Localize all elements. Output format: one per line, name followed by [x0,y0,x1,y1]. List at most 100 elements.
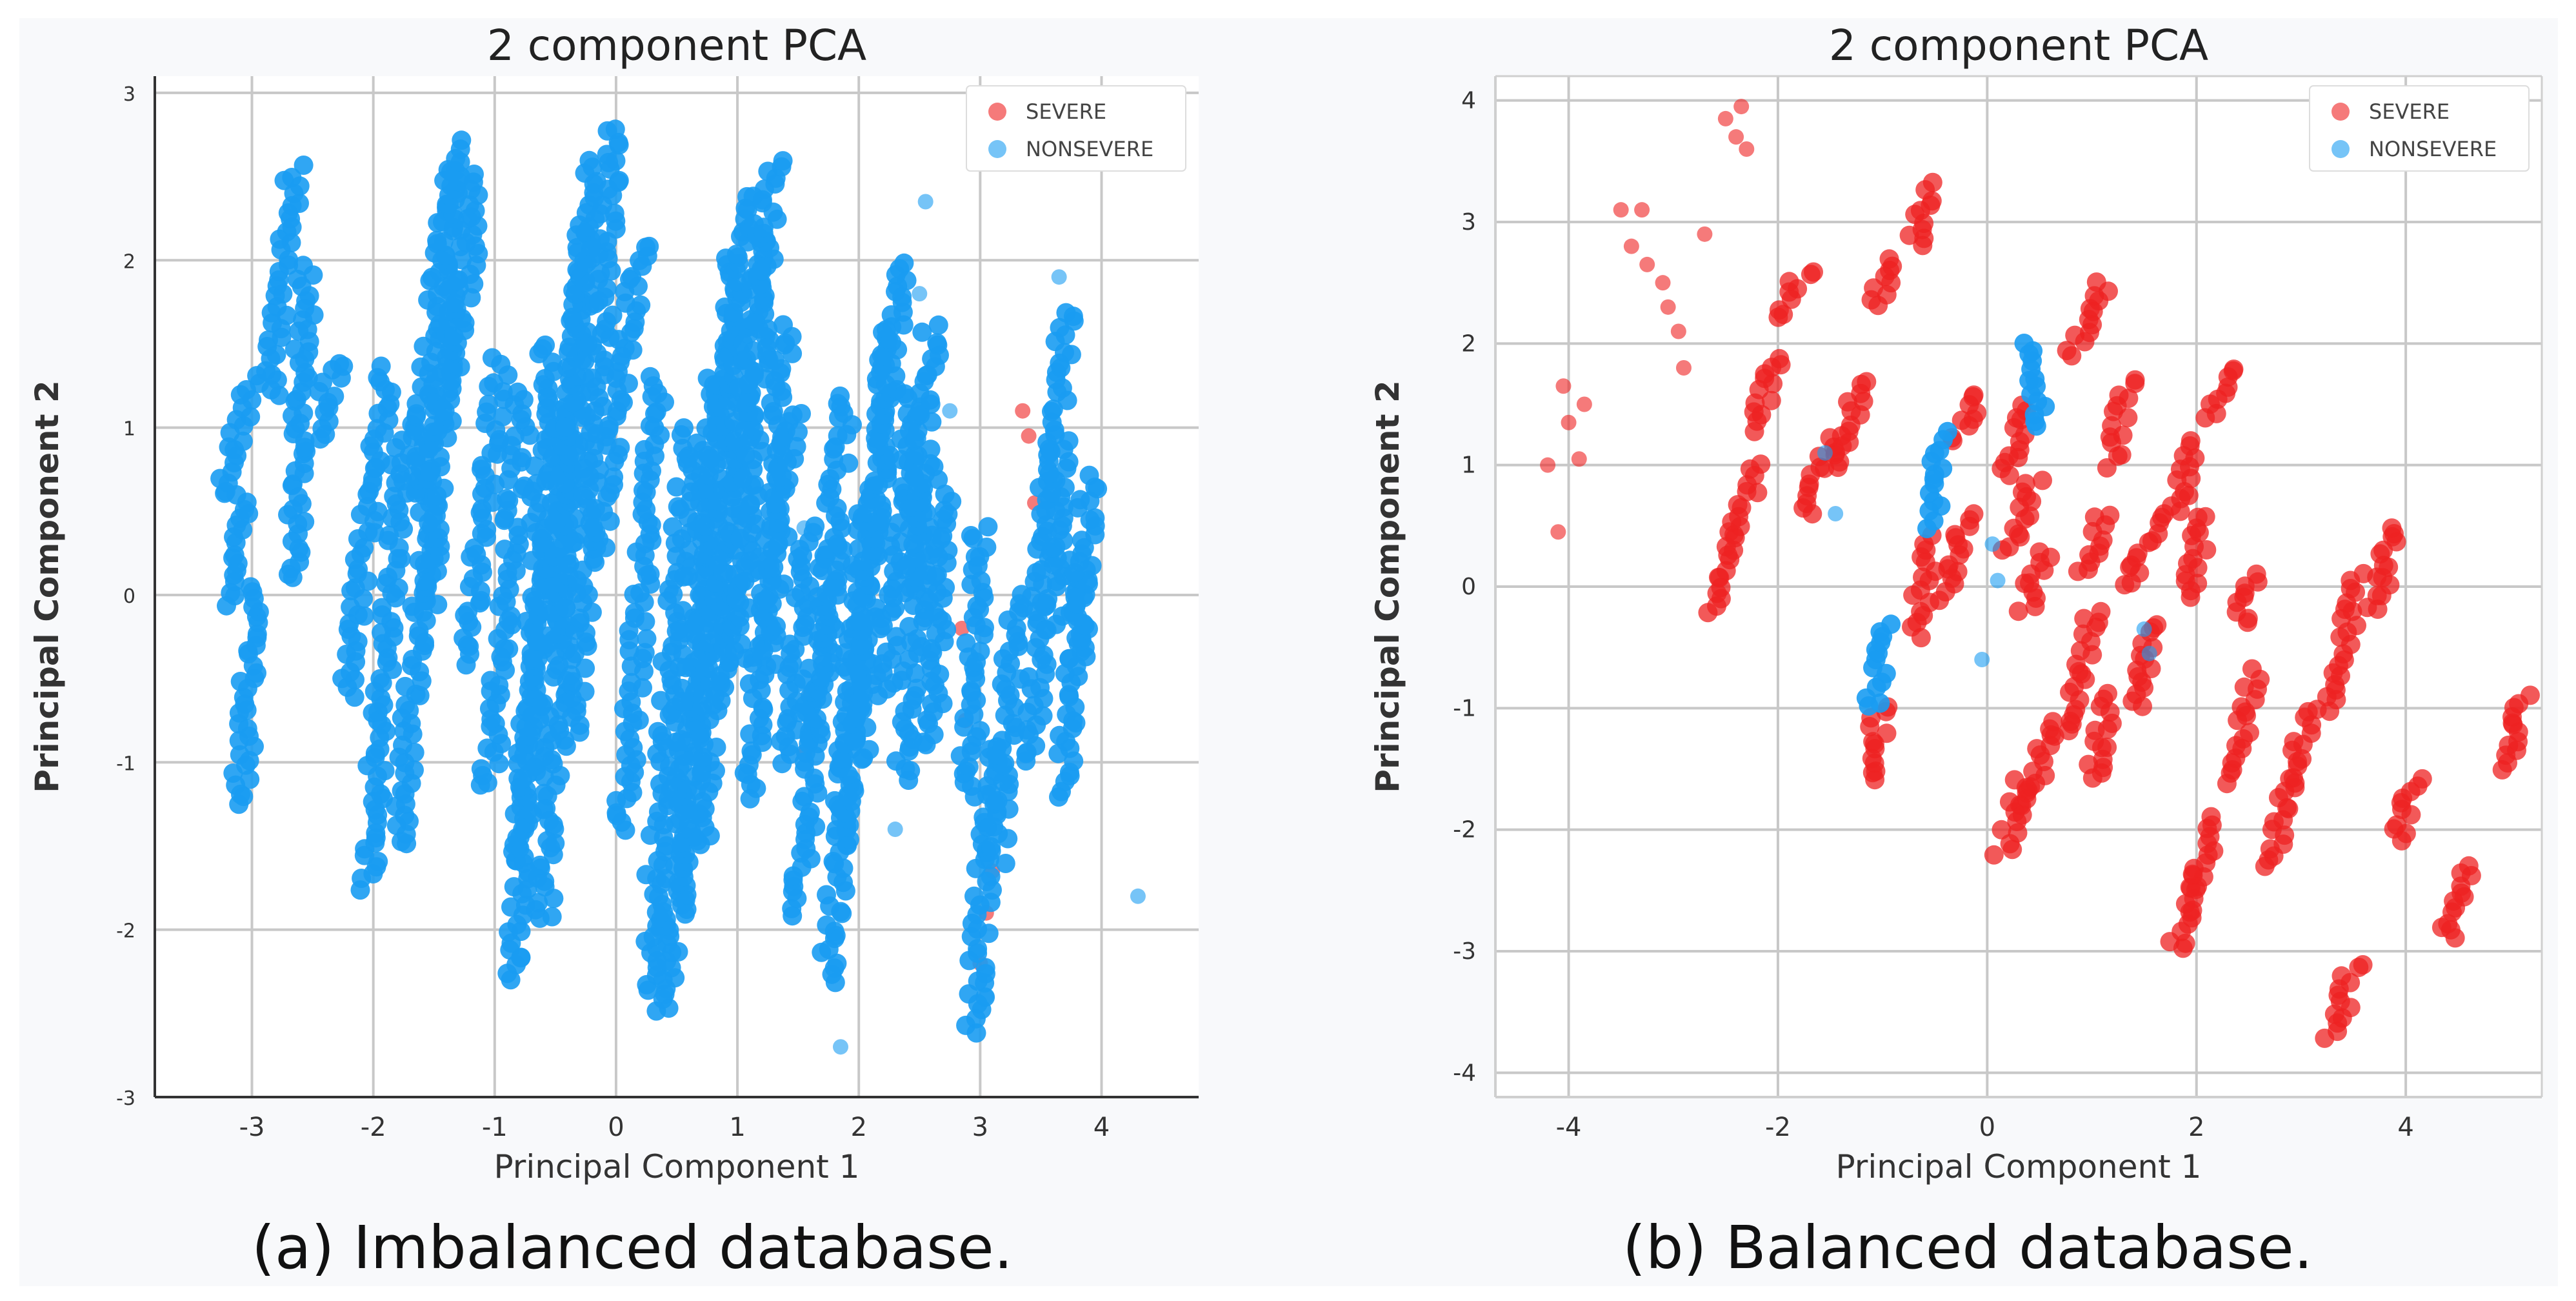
nonsevere-point [555,730,575,750]
nonsevere-point [1051,269,1067,285]
severe-point [2091,601,2111,621]
nonsevere-point [424,416,444,436]
x-axis-label: Principal Component 1 [1836,1148,2202,1185]
nonsevere-point [663,517,683,537]
nonsevere-cluster [583,236,659,558]
y-tick-label: -2 [1453,817,1476,843]
nonsevere-point [1050,318,1070,338]
severe-point [1857,372,1877,392]
severe-cluster [2122,615,2167,716]
nonsevere-point [757,590,777,610]
severe-cluster [2010,712,2064,815]
nonsevere-cluster [256,156,314,405]
severe-point [2284,732,2304,752]
severe-point [2043,712,2063,732]
nonsevere-point [621,672,641,692]
nonsevere-point [895,384,915,404]
severe-point [2285,773,2305,793]
data-layer [1540,99,2540,1048]
y-tick-label: 2 [123,250,135,273]
severe-cluster [1719,454,1771,548]
severe-point [1992,820,2012,840]
severe-point [2201,807,2221,827]
legend-marker-severe [988,103,1006,121]
severe-point [2015,474,2035,494]
nonsevere-cluster [2014,334,2055,436]
y-axis-label: Principal Component 2 [1369,380,1406,792]
nonsevere-point [241,577,261,597]
nonsevere-point [471,759,491,779]
severe-point [2057,341,2077,361]
y-tick-label: -2 [116,920,135,943]
nonsevere-point [774,315,793,335]
nonsevere-point [1828,506,1844,521]
severe-point [1639,256,1655,272]
severe-cluster [2431,856,2481,948]
nonsevere-point [371,356,391,376]
nonsevere-cluster [719,151,793,672]
nonsevere-point [590,229,610,249]
x-tick-label: 2 [850,1113,866,1142]
y-tick-label: -1 [1453,695,1476,721]
severe-point [1984,845,2004,865]
severe-point [2098,683,2117,703]
nonsevere-point [1984,536,2001,552]
severe-point [1561,414,1577,430]
nonsevere-point [839,453,859,473]
severe-cluster [2057,272,2118,366]
nonsevere-point [1990,572,2006,589]
severe-cluster [2181,807,2224,898]
caption-a: (a) Imbalanced database. [252,1213,1013,1282]
severe-point [1670,323,1686,339]
severe-point [2065,325,2085,345]
nonsevere-point [917,194,934,210]
x-tick-label: -3 [239,1113,265,1142]
severe-point [2084,507,2104,527]
severe-point [1770,348,1790,368]
nonsevere-point [995,854,1015,873]
nonsevere-point [744,362,764,382]
severe-point [1804,262,1823,282]
nonsevere-point [530,855,550,875]
nonsevere-point [773,151,793,171]
nonsevere-point [1130,888,1146,904]
severe-point [1879,249,1899,269]
nonsevere-point [1019,667,1039,687]
nonsevere-point [817,885,836,905]
nonsevere-point [444,293,464,313]
nonsevere-point [978,517,998,537]
nonsevere-cluster [555,119,629,756]
nonsevere-point [631,295,651,315]
nonsevere-cluster [295,354,354,458]
x-tick-label: 4 [1093,1113,1110,1142]
x-tick-label: 2 [2188,1113,2204,1142]
nonsevere-point [524,596,544,616]
severe-cluster [2317,563,2373,721]
nonsevere-cluster [1035,303,1084,640]
legend-marker-severe [2331,103,2350,121]
legend-marker-nonsevere [988,140,1006,158]
nonsevere-point [528,893,548,913]
nonsevere-cluster [278,256,324,587]
severe-point [1555,378,1572,394]
severe-point [2100,505,2120,525]
nonsevere-point [792,404,811,423]
nonsevere-point [555,417,575,437]
nonsevere-point [1974,652,1990,667]
legend-marker-nonsevere [2331,140,2350,158]
nonsevere-point [674,418,694,438]
nonsevere-point [864,471,884,491]
nonsevere-cluster [1059,465,1108,669]
severe-point [2240,723,2259,743]
severe-point [1021,428,1037,444]
nonsevere-point [830,386,850,406]
nonsevere-point [295,438,315,458]
severe-point [1728,129,1744,145]
x-tick-label: 0 [608,1113,624,1142]
x-tick-label: -4 [1556,1113,1582,1142]
severe-cluster [1861,249,1902,316]
severe-point [2102,416,2122,436]
severe-point [2195,507,2215,527]
severe-point [1964,504,1984,524]
